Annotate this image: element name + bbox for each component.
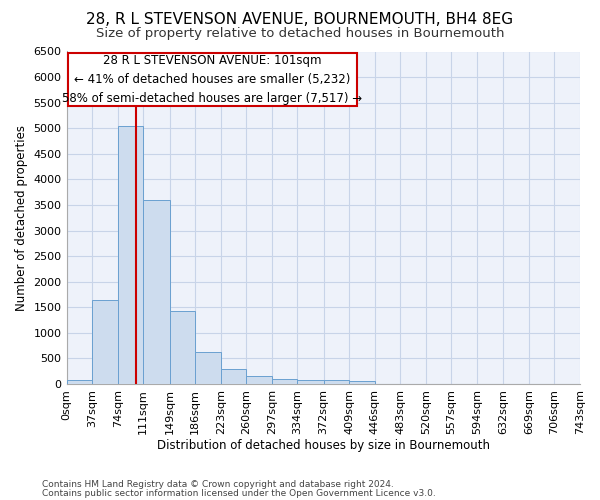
Text: 28 R L STEVENSON AVENUE: 101sqm
← 41% of detached houses are smaller (5,232)
58%: 28 R L STEVENSON AVENUE: 101sqm ← 41% of… [62, 54, 362, 105]
Bar [68, 52, 357, 106]
Bar [195, 352, 221, 384]
Bar [118, 126, 143, 384]
X-axis label: Distribution of detached houses by size in Bournemouth: Distribution of detached houses by size … [157, 440, 490, 452]
Bar [349, 382, 375, 384]
Bar [92, 300, 118, 384]
Bar [298, 380, 323, 384]
Text: Size of property relative to detached houses in Bournemouth: Size of property relative to detached ho… [96, 28, 504, 40]
Text: 28, R L STEVENSON AVENUE, BOURNEMOUTH, BH4 8EG: 28, R L STEVENSON AVENUE, BOURNEMOUTH, B… [86, 12, 514, 28]
Bar [272, 379, 298, 384]
Bar [246, 376, 272, 384]
Bar [323, 380, 349, 384]
Text: Contains HM Land Registry data © Crown copyright and database right 2024.: Contains HM Land Registry data © Crown c… [42, 480, 394, 489]
Bar [221, 369, 246, 384]
Bar [170, 312, 195, 384]
Y-axis label: Number of detached properties: Number of detached properties [15, 124, 28, 310]
Bar [67, 380, 92, 384]
Bar [143, 200, 170, 384]
Text: Contains public sector information licensed under the Open Government Licence v3: Contains public sector information licen… [42, 488, 436, 498]
